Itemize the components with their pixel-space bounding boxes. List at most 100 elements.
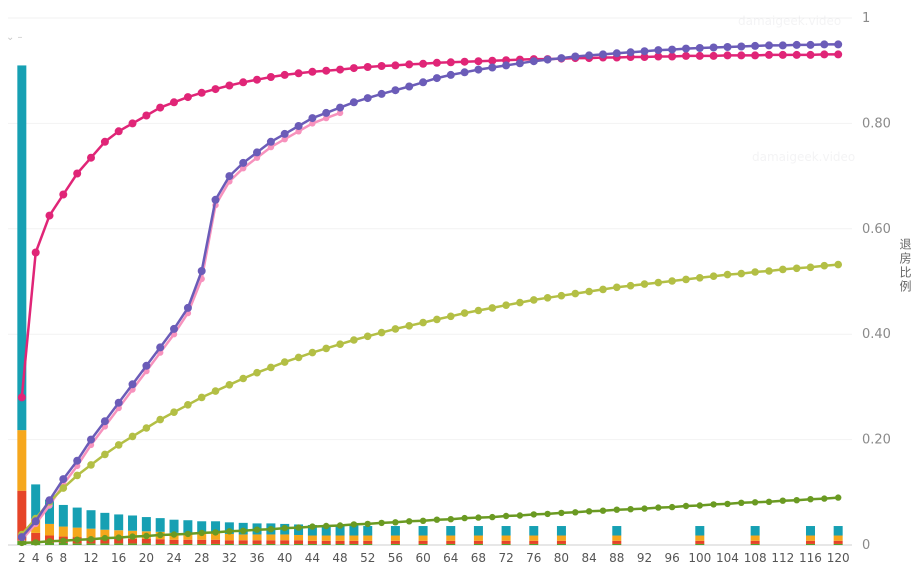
point-magenta <box>253 75 261 84</box>
point-dark-green <box>184 530 192 538</box>
point-yellow-green <box>405 322 414 330</box>
bar-segment-green <box>612 543 622 545</box>
y-tick-label: 0.60 <box>862 222 891 237</box>
x-tick-label: 68 <box>471 551 486 565</box>
point-dark-green <box>226 528 233 535</box>
bar-segment-green <box>529 543 539 545</box>
point-purple <box>211 195 220 204</box>
bar-segment-green <box>418 543 428 545</box>
bar-segment-red <box>612 540 622 544</box>
bar-segment-green <box>501 543 511 545</box>
point-dark-green <box>807 496 814 503</box>
bar-segment-green <box>750 543 760 545</box>
point-purple <box>87 435 95 444</box>
point-magenta <box>87 153 95 162</box>
x-tick-label: 116 <box>799 551 822 565</box>
point-magenta <box>114 127 123 136</box>
bar-segment-green <box>390 543 400 545</box>
point-magenta <box>682 51 690 60</box>
point-yellow-green <box>253 368 261 377</box>
x-tick-label: 96 <box>664 551 679 565</box>
bar-segment-orange <box>224 533 234 541</box>
point-yellow-green <box>184 401 192 409</box>
bar-segment-orange <box>294 534 304 541</box>
x-tick-label: 72 <box>498 551 513 565</box>
point-purple <box>280 129 289 138</box>
bar-segment-red <box>128 538 138 544</box>
line-yellow-green <box>20 263 840 536</box>
point-magenta <box>709 51 718 60</box>
x-tick-label: 112 <box>771 551 794 565</box>
bar-segment-green <box>238 543 248 545</box>
point-yellow-green <box>460 309 469 317</box>
point-dark-green <box>170 531 178 538</box>
x-tick-label: 36 <box>249 551 264 565</box>
bar-segment-teal <box>128 515 138 531</box>
bar-segment-orange <box>556 535 566 541</box>
point-yellow-green <box>488 304 497 312</box>
bar-segment-green <box>335 543 345 545</box>
bar-segment-red <box>211 539 221 544</box>
bar-segment-green <box>266 543 276 545</box>
point-yellow-green <box>806 263 815 272</box>
point-yellow-green <box>613 283 621 292</box>
x-tick-label: 44 <box>305 551 320 565</box>
point-magenta <box>183 93 192 102</box>
point-magenta <box>792 50 801 59</box>
point-magenta <box>100 137 109 146</box>
y-tick-label: 1 <box>862 11 870 26</box>
bar-segment-red <box>238 540 248 544</box>
point-yellow-green <box>557 291 566 300</box>
x-tick-label: 8 <box>60 551 68 565</box>
point-magenta <box>654 52 663 61</box>
bar-segment-orange <box>100 529 110 539</box>
point-magenta <box>17 393 26 402</box>
bar-segment-teal <box>349 525 359 536</box>
point-purple <box>156 343 165 352</box>
bar-segment-red <box>833 540 843 544</box>
point-purple <box>100 417 109 426</box>
point-dark-green <box>613 506 620 513</box>
point-magenta <box>640 53 649 61</box>
point-magenta <box>349 64 358 73</box>
bar-segment-red <box>294 540 304 544</box>
bar-segment-green <box>280 543 290 545</box>
point-magenta <box>419 59 428 68</box>
point-purple <box>640 47 649 56</box>
point-purple <box>142 361 151 370</box>
point-yellow-green <box>156 415 164 424</box>
bar-segment-green <box>183 543 193 545</box>
point-dark-green <box>419 517 427 524</box>
point-yellow-green <box>225 381 234 389</box>
point-pink <box>267 143 275 151</box>
point-yellow-green <box>377 328 386 337</box>
bar-segment-green <box>695 543 705 545</box>
point-dark-green <box>295 524 302 531</box>
bar-segment-green <box>363 543 373 545</box>
bar-segment-orange <box>238 534 248 541</box>
point-purple <box>515 59 524 68</box>
bar-segment-teal <box>529 526 539 536</box>
point-yellow-green <box>391 325 400 333</box>
x-tick-label: 2 <box>18 551 26 565</box>
point-purple <box>488 63 497 72</box>
point-yellow-green <box>696 274 704 282</box>
point-pink <box>309 120 316 127</box>
bar-segment-orange <box>266 534 276 541</box>
x-tick-label: 76 <box>526 551 541 565</box>
bar-segment-orange <box>418 535 428 541</box>
bar-segment-green <box>86 543 96 545</box>
point-yellow-green <box>128 432 137 441</box>
x-tick-label: 100 <box>688 551 711 565</box>
point-magenta <box>294 69 303 78</box>
point-yellow-green <box>87 461 95 469</box>
bar-segment-red <box>335 540 345 544</box>
point-dark-green <box>433 516 441 523</box>
point-yellow-green <box>239 374 247 383</box>
point-dark-green <box>143 532 150 540</box>
point-yellow-green <box>543 294 552 302</box>
point-dark-green <box>544 510 551 518</box>
x-tick-label: 24 <box>166 551 181 565</box>
